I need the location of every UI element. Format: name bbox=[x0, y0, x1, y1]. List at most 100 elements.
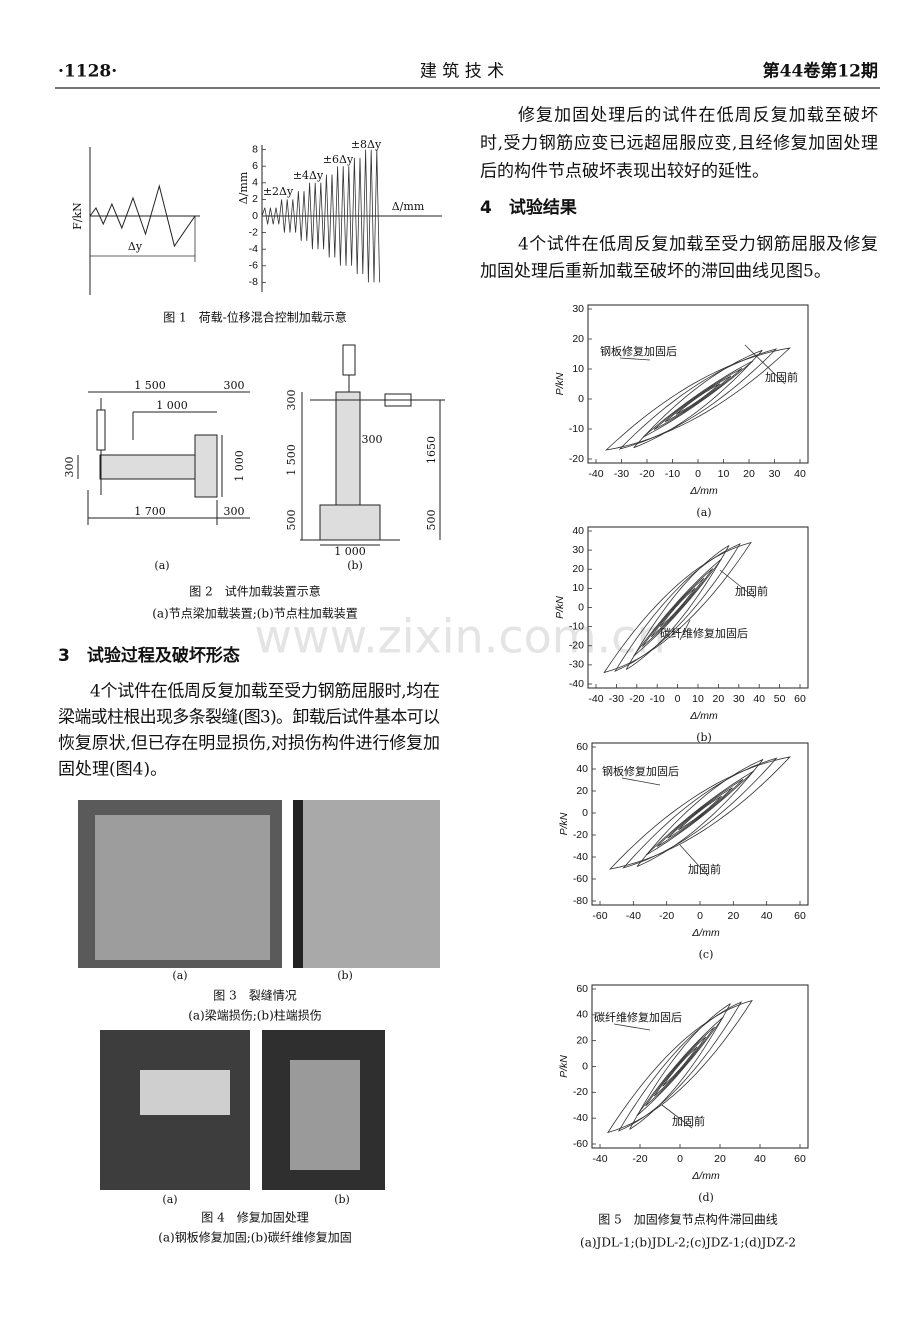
subfigure-label: (b) bbox=[347, 559, 363, 572]
x-tick-label: 60 bbox=[794, 693, 806, 705]
dimension-label: 300 bbox=[63, 457, 76, 478]
subfigure-label: (c) bbox=[699, 948, 714, 961]
y-tick-label: 30 bbox=[572, 303, 584, 315]
y-tick-label: -60 bbox=[573, 873, 588, 885]
photo-highlight bbox=[95, 815, 270, 960]
x-tick-label: -10 bbox=[665, 468, 680, 480]
annotation-leader bbox=[661, 1104, 693, 1129]
x-tick-label: -20 bbox=[659, 910, 674, 922]
hysteresis-loop bbox=[664, 375, 732, 423]
section-heading: 4 试验结果 bbox=[480, 197, 577, 218]
y-tick-label: 0 bbox=[582, 1060, 588, 1072]
hysteresis-loop bbox=[607, 999, 753, 1134]
figure-caption: 图 5 加固修复节点构件滞回曲线 bbox=[598, 1212, 777, 1227]
section-heading: 3 试验过程及破坏形态 bbox=[58, 645, 240, 666]
step-label: ±8Δy bbox=[351, 138, 382, 151]
x-tick-label: 0 bbox=[677, 1153, 683, 1165]
subfigure-label: (b) bbox=[696, 731, 712, 744]
photo-highlight bbox=[140, 1070, 230, 1115]
y-tick-label: -20 bbox=[569, 453, 584, 465]
x-tick-label: 10 bbox=[692, 693, 704, 705]
dimension-label: 1650 bbox=[425, 436, 438, 464]
x-tick-label: -30 bbox=[614, 468, 629, 480]
photo-highlight bbox=[290, 1060, 360, 1170]
dimension-label: 1 700 bbox=[134, 505, 166, 518]
subfigure-label: (a) bbox=[696, 506, 711, 519]
subfigure-label: (b) bbox=[334, 1193, 350, 1206]
y-tick-label: -6 bbox=[249, 260, 258, 272]
annotation: 钢板修复加固后 bbox=[600, 344, 677, 358]
x-tick-label: -40 bbox=[588, 468, 603, 480]
y-tick-label: -40 bbox=[573, 851, 588, 863]
y-tick-label: -10 bbox=[569, 620, 584, 632]
photo-edge bbox=[293, 800, 303, 968]
annotation: 加固前 bbox=[688, 862, 721, 876]
dimension-label: Δy bbox=[128, 240, 143, 253]
y-tick-label: 20 bbox=[572, 563, 584, 575]
axis-label: Δ/mm bbox=[691, 1170, 720, 1182]
load-zigzag bbox=[261, 149, 380, 283]
figure2-drawing-b bbox=[300, 344, 445, 546]
hysteresis-loop bbox=[614, 542, 742, 673]
body-line: 4个试件在低周反复加载至受力钢筋屈服及修复 bbox=[518, 235, 878, 255]
axis-label: P/kN bbox=[558, 1055, 570, 1078]
y-tick-label: 40 bbox=[576, 763, 588, 775]
photo-crack-column bbox=[293, 800, 440, 968]
body-line: 时,受力钢筋应变已远超屈服应变,且经修复加固处理 bbox=[480, 134, 878, 154]
x-tick-label: 40 bbox=[754, 1153, 766, 1165]
hysteresis-loop bbox=[656, 778, 744, 848]
figure2-drawing-a bbox=[77, 391, 250, 525]
subfigure-label: (a) bbox=[154, 559, 169, 572]
annotation: 钢板修复加固后 bbox=[602, 764, 679, 778]
body-line: 4个试件在低周反复加载至受力钢筋屈服时,均在 bbox=[90, 682, 440, 702]
y-tick-label: 2 bbox=[252, 193, 258, 205]
axis-label: Δ/mm bbox=[691, 927, 720, 939]
y-tick-label: 0 bbox=[578, 393, 584, 405]
y-tick-label: -20 bbox=[573, 829, 588, 841]
axis-label: P/kN bbox=[554, 372, 566, 395]
dimension-label: 300 bbox=[224, 379, 245, 392]
y-tick-label: 60 bbox=[576, 741, 588, 753]
hysteresis-loop bbox=[641, 568, 714, 647]
step-label: ±2Δy bbox=[263, 185, 294, 198]
y-tick-label: 0 bbox=[582, 807, 588, 819]
dimension-label: 300 bbox=[285, 390, 298, 411]
y-tick-label: 8 bbox=[252, 143, 258, 155]
subfigure-label: (a) bbox=[162, 1193, 177, 1206]
body-line: 固处理(图4)。 bbox=[58, 760, 167, 780]
y-tick-label: -40 bbox=[569, 678, 584, 690]
annotation: 碳纤维修复加固后 bbox=[594, 1010, 682, 1024]
figure-caption: 图 1 荷载-位移混合控制加载示意 bbox=[163, 310, 347, 325]
dimension-label: 1 000 bbox=[334, 545, 366, 558]
figure-subcaption: (a)梁端损伤;(b)柱端损伤 bbox=[188, 1008, 322, 1023]
x-tick-label: 40 bbox=[761, 910, 773, 922]
y-tick-label: -8 bbox=[249, 276, 258, 288]
hysteresis-loop bbox=[662, 1046, 698, 1087]
y-tick-label: 60 bbox=[576, 983, 588, 995]
x-tick-label: 0 bbox=[697, 910, 703, 922]
hysteresis-loop bbox=[603, 541, 752, 674]
axis-label: F/kN bbox=[71, 202, 84, 230]
x-tick-label: 20 bbox=[743, 468, 755, 480]
journal-name: 建 筑 技 术 bbox=[420, 62, 504, 82]
y-tick-label: -2 bbox=[249, 226, 258, 238]
y-tick-label: -20 bbox=[569, 640, 584, 652]
x-tick-label: -20 bbox=[639, 468, 654, 480]
body-line: 恢复原状,但已存在明显损伤,对损伤构件进行修复加 bbox=[58, 734, 440, 754]
y-tick-label: 30 bbox=[572, 544, 584, 556]
y-tick-label: -40 bbox=[573, 1112, 588, 1124]
figure-caption: 图 4 修复加固处理 bbox=[201, 1210, 308, 1225]
x-tick-label: -30 bbox=[609, 693, 624, 705]
x-tick-label: 30 bbox=[769, 468, 781, 480]
hysteresis-loop bbox=[645, 1026, 715, 1107]
axis-label: Δ/mm bbox=[689, 710, 718, 722]
hysteresis-loop bbox=[625, 545, 730, 670]
y-tick-label: 20 bbox=[572, 333, 584, 345]
axis-label: P/kN bbox=[554, 596, 566, 619]
axis-label: Δ/mm bbox=[392, 200, 425, 213]
hysteresis-loop bbox=[604, 347, 792, 451]
y-tick-label: -10 bbox=[569, 423, 584, 435]
figure-caption: 图 2 试件加载装置示意 bbox=[189, 584, 320, 599]
hysteresis-loop bbox=[653, 368, 743, 430]
x-tick-label: -60 bbox=[592, 910, 607, 922]
